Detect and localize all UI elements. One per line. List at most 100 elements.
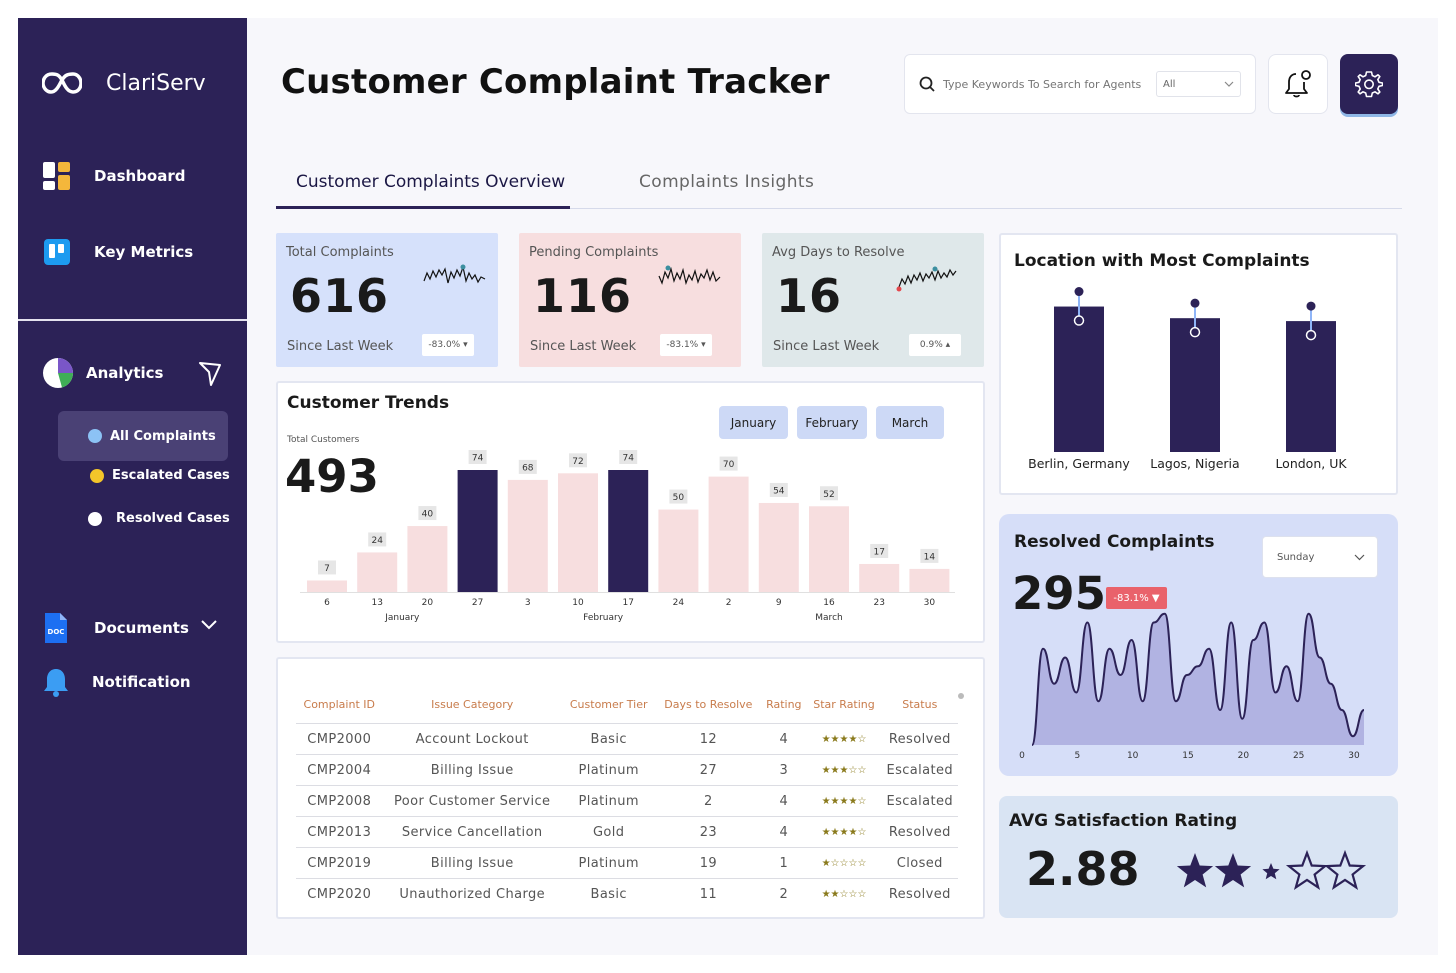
- bell-icon: [1285, 70, 1311, 98]
- data-label: 54: [773, 486, 785, 496]
- kpi-card-pending-complaints: Pending Complaints 116 Since Last Week -…: [519, 233, 741, 367]
- bar[interactable]: [1286, 321, 1336, 452]
- x-tick-label: 30: [924, 598, 936, 608]
- sidebar-item-dashboard[interactable]: Dashboard: [42, 161, 185, 191]
- table-cell: 23: [655, 816, 762, 848]
- data-label: 70: [723, 460, 735, 470]
- x-tick-label: Berlin, Germany: [1028, 456, 1130, 471]
- search-input[interactable]: [943, 77, 1148, 91]
- bar[interactable]: [1170, 318, 1220, 452]
- table-cell: Resolved: [881, 878, 958, 910]
- column-header[interactable]: Status: [902, 698, 938, 711]
- table-row[interactable]: CMP2008 Poor Customer Service Platinum 2 4 ★★…: [296, 785, 958, 817]
- tab-divider: [276, 208, 1402, 209]
- data-label-bg: [920, 548, 939, 563]
- table-cell: ★★★☆☆: [806, 754, 882, 786]
- data-label-bg: [820, 486, 838, 501]
- month-filter-january[interactable]: January: [719, 406, 788, 439]
- bar[interactable]: [407, 526, 448, 592]
- table-cell: Gold: [561, 816, 656, 848]
- table-cell: ★☆☆☆☆: [806, 847, 882, 879]
- table-row[interactable]: CMP2004 Billing Issue Platinum 27 3 ★★★☆☆ Esca…: [296, 754, 958, 786]
- table-row[interactable]: CMP2013 Service Cancellation Gold 23 4 ★★★★☆ R…: [296, 816, 958, 848]
- error-bar-cap: [1305, 329, 1317, 341]
- x-group-label: March: [815, 613, 842, 623]
- sidebar-divider: [18, 319, 247, 321]
- x-tick-label: 30: [1348, 751, 1360, 761]
- table-cell: Account Lockout: [382, 723, 562, 755]
- table-cell: 3: [761, 754, 807, 786]
- bar[interactable]: [558, 473, 598, 592]
- sidebar-sub-all-complaints[interactable]: All Complaints: [58, 411, 228, 461]
- column-header[interactable]: Days to Resolve: [664, 698, 753, 711]
- pointer-arrow-icon[interactable]: [198, 361, 222, 387]
- document-icon: DOC: [45, 613, 67, 643]
- chevron-down-icon[interactable]: [200, 619, 218, 631]
- bar[interactable]: [809, 506, 849, 592]
- tab-customer-complaints-overview[interactable]: Customer Complaints Overview: [296, 172, 566, 192]
- bar[interactable]: [708, 476, 749, 592]
- sidebar-sub-resolved-cases[interactable]: Resolved Cases: [88, 511, 230, 526]
- scrollbar-indicator[interactable]: [958, 693, 964, 699]
- total-customers-label: Total Customers: [287, 435, 360, 445]
- month-filter-february[interactable]: February: [797, 406, 867, 439]
- table-row[interactable]: CMP2019 Billing Issue Platinum 19 1 ★☆☆☆☆ Clos…: [296, 847, 958, 879]
- bar[interactable]: [307, 580, 347, 592]
- sparkline: [658, 265, 721, 286]
- table-cell: 4: [761, 816, 807, 848]
- bar[interactable]: [1054, 306, 1104, 452]
- column-header[interactable]: Rating: [766, 698, 802, 711]
- sub-item-label: Resolved Cases: [116, 511, 230, 526]
- bar[interactable]: [859, 563, 900, 592]
- table-cell: 2: [655, 785, 762, 817]
- bar[interactable]: [457, 470, 498, 592]
- settings-button[interactable]: [1340, 54, 1398, 114]
- sidebar-sub-escalated-cases[interactable]: Escalated Cases: [90, 468, 230, 483]
- bar[interactable]: [658, 509, 699, 592]
- active-tab-indicator: [276, 206, 570, 209]
- column-header[interactable]: Customer Tier: [569, 698, 648, 711]
- table-cell: Platinum: [561, 847, 656, 879]
- table-row[interactable]: CMP2000 Account Lockout Basic 12 4 ★★★★☆ Resol…: [296, 723, 958, 755]
- resolved-value: 295: [1012, 567, 1106, 620]
- app-logo[interactable]: ClariServ: [42, 70, 206, 96]
- search-icon: [919, 76, 935, 92]
- table-cell: CMP2013: [296, 816, 383, 848]
- table-cell: 1: [761, 847, 807, 879]
- kpi-label: Avg Days to Resolve: [772, 245, 905, 260]
- sidebar-item-notification[interactable]: Notification: [42, 666, 191, 698]
- data-label: 52: [823, 490, 834, 500]
- tab-complaints-insights[interactable]: Complaints Insights: [639, 172, 815, 192]
- column-header[interactable]: Issue Category: [431, 698, 514, 711]
- bar[interactable]: [758, 502, 799, 592]
- notifications-button[interactable]: [1268, 54, 1328, 114]
- table-cell: ★★★★☆: [806, 816, 882, 848]
- table-cell: Resolved: [881, 816, 958, 848]
- bar[interactable]: [357, 552, 398, 592]
- area-fill: [1032, 613, 1364, 745]
- table-header-row: Complaint ID Issue Category Customer Tie…: [296, 692, 958, 724]
- column-header[interactable]: Complaint ID: [303, 698, 375, 711]
- error-bar-cap: [1189, 326, 1201, 338]
- bar[interactable]: [608, 470, 649, 592]
- panel-title: AVG Satisfaction Rating: [1009, 811, 1238, 831]
- panel-title: Customer Trends: [287, 393, 450, 413]
- table-row[interactable]: CMP2020 Unauthorized Charge Basic 11 2 ★★☆☆☆ R…: [296, 878, 958, 910]
- svg-text:DOC: DOC: [48, 628, 65, 636]
- table-cell: Platinum: [561, 785, 656, 817]
- bar[interactable]: [507, 479, 548, 592]
- sidebar-item-analytics[interactable]: Analytics: [42, 357, 163, 389]
- column-header[interactable]: Star Rating: [813, 698, 875, 711]
- search-bar: All: [904, 54, 1256, 114]
- day-select[interactable]: Sunday: [1262, 536, 1378, 578]
- bar[interactable]: [909, 568, 950, 592]
- bell-icon: [44, 669, 68, 697]
- search-filter-value: All: [1163, 78, 1176, 90]
- star-filled-icon: [1176, 853, 1214, 888]
- sidebar-item-key-metrics[interactable]: Key Metrics: [42, 237, 193, 267]
- sidebar-item-label: Documents: [94, 619, 189, 637]
- month-filter-march[interactable]: March: [876, 406, 944, 439]
- app-name: ClariServ: [106, 70, 206, 96]
- search-filter-select[interactable]: All: [1156, 71, 1241, 97]
- sidebar-item-documents[interactable]: DOC Documents: [42, 612, 189, 644]
